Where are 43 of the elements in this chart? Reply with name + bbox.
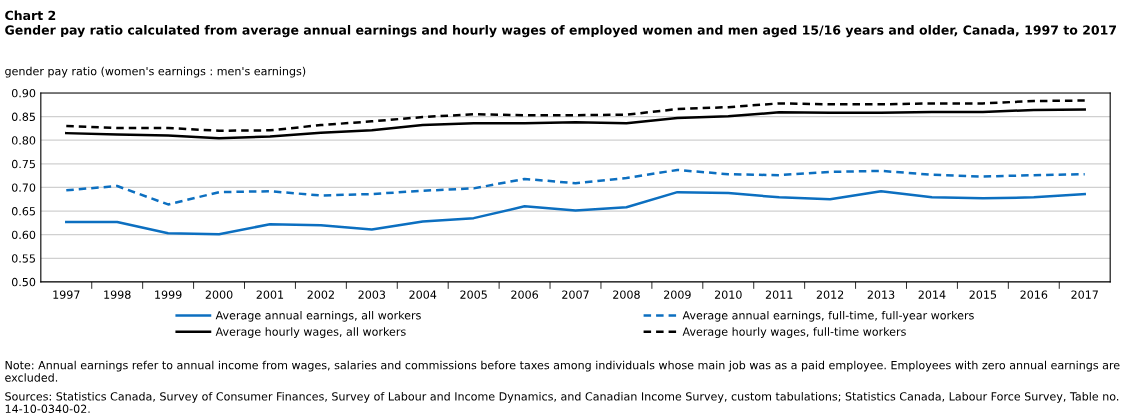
x-tick-label: 2011	[765, 290, 793, 299]
x-tick-label: 2001	[256, 290, 284, 299]
legend-label: Average hourly wages, full-time workers	[682, 327, 906, 338]
x-tick-label: 1999	[155, 290, 182, 299]
x-tick-label: 2006	[511, 290, 539, 299]
y-tick-label: 0.85	[11, 112, 35, 121]
x-tick-label: 2013	[867, 290, 895, 299]
x-tick-label: 2008	[613, 290, 640, 299]
x-tick-label: 1998	[104, 290, 131, 299]
chart-subtitle: Gender pay ratio calculated from average annual earnings and hourly wages of employed women and men aged 15/16 years and older, Canada, 1997 to 2017	[5, 25, 1117, 38]
x-tick-label: 2015	[969, 290, 997, 299]
x-tick-label: 2014	[918, 290, 946, 299]
x-tick-label: 2010	[714, 290, 742, 299]
legend-label: Average hourly wages, all workers	[215, 327, 406, 338]
legend-label: Average annual earnings, full-time, full-year workers	[682, 310, 974, 322]
x-tick-label: 2003	[358, 290, 386, 299]
y-tick-label: 0.55	[11, 254, 35, 263]
x-tick-label: 2004	[409, 290, 437, 299]
y-tick-label: 0.50	[11, 277, 36, 287]
y-axis-title: gender pay ratio (women's earnings : men's earnings)	[5, 66, 306, 78]
legend-label: Average annual earnings, all workers	[215, 310, 421, 322]
line-series	[65, 99, 1086, 133]
x-tick-label: 1997	[53, 290, 80, 299]
y-tick-label: 0.90	[11, 88, 36, 98]
y-tick-label: 0.65	[11, 207, 35, 216]
x-tick-label: 2017	[1071, 290, 1098, 299]
y-tick-label: 0.60	[11, 230, 36, 240]
x-tick-label: 2009	[664, 290, 691, 299]
x-tick-label: 2000	[205, 290, 233, 299]
y-tick-label: 0.70	[11, 183, 36, 192]
text: Note: Annual earnings refer to annual income from wages, salaries and commissions before taxes among individuals whose main job was as a paid employee. Employees with zero annual earnings are excluded.	[5, 360, 1120, 382]
y-tick-label: 0.75	[11, 159, 35, 169]
x-tick-label: 2007	[562, 290, 589, 299]
x-tick-label: 2012	[816, 290, 844, 299]
y-tick-label: 0.80	[11, 136, 36, 145]
x-tick-label: 2005	[460, 290, 487, 299]
line-series	[65, 108, 1086, 140]
line-series	[65, 189, 1086, 236]
line-series	[65, 168, 1086, 206]
source-note: Sources: Statistics Canada, Survey of Consumer Finances, Survey of Labour and Income Dynamics, and Canadian Income Survey, custom tabulations; Statistics Canada, Labour Force Survey, Table no. 14-10-0340-02.	[5, 391, 1119, 414]
x-tick-label: 2016	[1020, 290, 1048, 299]
chart-title: Chart 2	[5, 10, 56, 21]
x-tick-label: 2002	[307, 290, 334, 299]
